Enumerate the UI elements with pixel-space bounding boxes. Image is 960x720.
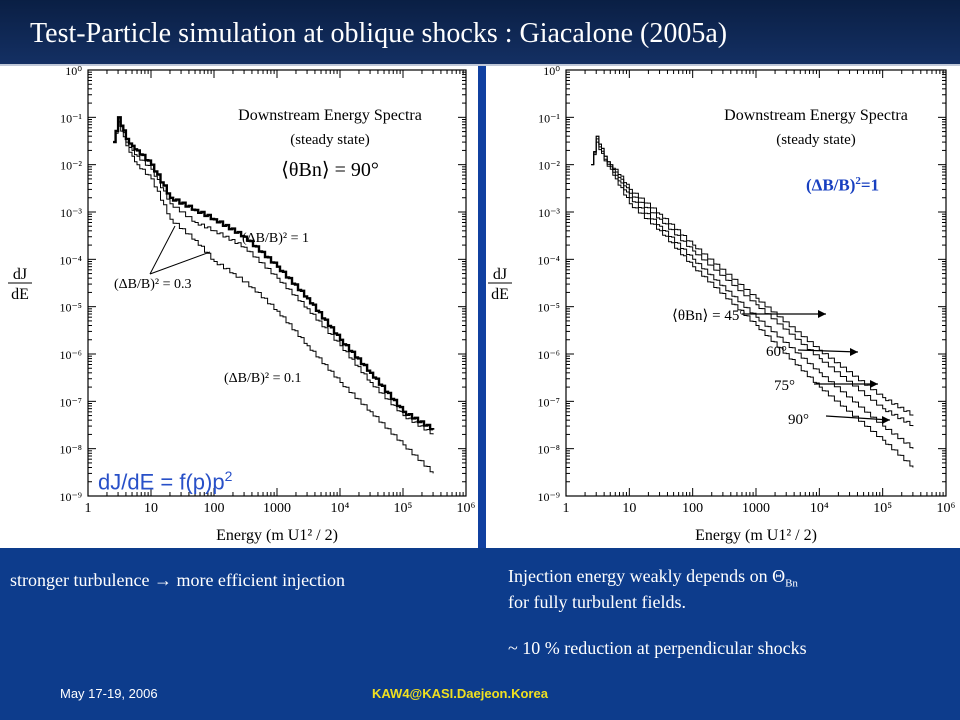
series-line xyxy=(591,135,914,427)
left-chart-panel: 1 10 100 1000 10⁴ 10⁵ 10⁶ 10⁰ 10⁻¹ 10⁻² 10⁻³ 10⁻⁴ 10… xyxy=(0,66,478,548)
annotation-theta75: 75° xyxy=(774,378,795,394)
y-axis-label-top: dJ xyxy=(493,266,507,283)
title-bar xyxy=(0,0,960,66)
plot-frame xyxy=(565,69,947,497)
y-axis-label-top: dJ xyxy=(13,266,27,283)
annotation-db1: (ΔB/B)² = 1 xyxy=(242,231,309,246)
annotation-theta45: ⟨θBn⟩ = 45° xyxy=(672,308,745,324)
x-tick-label: 10⁵ xyxy=(394,501,413,516)
x-tick-label: 1 xyxy=(563,501,570,516)
series-line xyxy=(113,116,435,431)
formula-main: dJ/dE = f(p)p xyxy=(98,469,225,495)
annotation-arrow xyxy=(797,349,859,353)
x-tick-label: 10⁴ xyxy=(331,501,350,516)
footer-conference: KAW4@KASI.Daejeon.Korea xyxy=(372,686,548,701)
x-tick-label: 10 xyxy=(144,501,158,516)
y-tick-label: 10⁻¹ xyxy=(538,111,560,125)
chart-subtitle: (steady state) xyxy=(776,132,856,148)
y-tick-label: 10⁻³ xyxy=(60,206,82,220)
x-tick-label: 10⁵ xyxy=(873,501,892,516)
formula-overlay: dJ/dE = f(p)p2 xyxy=(98,468,232,495)
y-tick-label: 10⁻⁴ xyxy=(537,253,560,267)
turbulence-note-main: (ΔB/B) xyxy=(806,175,856,195)
chart-title: Downstream Energy Spectra xyxy=(238,107,422,124)
y-tick-label: 10⁰ xyxy=(65,66,82,78)
y-tick-label: 10⁻² xyxy=(60,159,82,173)
right-caption-line-1: Injection energy weakly depends on ΘBn xyxy=(508,566,798,590)
arrow-head xyxy=(870,380,878,388)
arrow-head xyxy=(818,310,826,318)
y-tick-label: 10⁻¹ xyxy=(60,111,82,125)
x-tick-label: 10⁶ xyxy=(457,501,476,516)
footer-date: May 17-19, 2006 xyxy=(60,686,158,701)
chart-title: Downstream Energy Spectra xyxy=(724,107,908,124)
y-tick-label: 10⁻⁶ xyxy=(59,348,82,362)
y-tick-label: 10⁻⁵ xyxy=(537,301,560,315)
x-axis-label: Energy (m U1² / 2) xyxy=(216,527,338,544)
x-tick-label: 10⁶ xyxy=(937,501,956,516)
x-tick-label: 10⁴ xyxy=(810,501,829,516)
right-caption-text: Injection energy weakly depends on Θ xyxy=(508,566,786,586)
y-tick-label: 10⁻⁹ xyxy=(537,490,560,504)
turbulence-note-exponent: 2 xyxy=(855,175,861,187)
annotation-pointer xyxy=(149,225,176,275)
y-tick-label: 10⁻³ xyxy=(538,206,560,220)
title-divider xyxy=(0,64,960,66)
y-tick-label: 10⁻⁵ xyxy=(59,301,82,315)
y-tick-label: 10⁻⁸ xyxy=(59,443,82,457)
right-chart-panel: 1 10 100 1000 10⁴ 10⁵ 10⁶ 10⁰ 10⁻¹ 10⁻² 10⁻³ 10⁻⁴ 10… xyxy=(486,66,960,548)
x-tick-label: 1 xyxy=(85,501,92,516)
series-line xyxy=(113,121,434,474)
arrow-head xyxy=(850,348,858,356)
series-line xyxy=(591,141,914,468)
x-axis-label: Energy (m U1² / 2) xyxy=(695,527,817,544)
right-spectrum-chart: 1 10 100 1000 10⁴ 10⁵ 10⁶ 10⁰ 10⁻¹ 10⁻² 10⁻³ 10⁻⁴ 10… xyxy=(488,66,956,544)
y-tick-label: 10⁻² xyxy=(538,159,560,173)
y-axis-label-bottom: dE xyxy=(491,286,509,303)
series-line xyxy=(113,116,434,435)
right-caption-subscript: Bn xyxy=(785,577,798,590)
x-tick-label: 1000 xyxy=(263,501,291,516)
annotation-theta90: 90° xyxy=(788,412,809,428)
annotation-arrow xyxy=(825,415,891,421)
annotation-db03: (ΔB/B)² = 0.3 xyxy=(114,277,192,292)
y-axis-label-bottom: dE xyxy=(11,286,29,303)
annotation-pointer xyxy=(149,251,211,275)
y-tick-label: 10⁻⁶ xyxy=(537,348,560,362)
panel-divider xyxy=(478,66,486,548)
series-line xyxy=(591,138,914,449)
y-tick-label: 10⁻⁷ xyxy=(59,395,82,409)
left-caption: stronger turbulence → more efficient inj… xyxy=(10,570,346,590)
y-tick-label: 10⁻⁷ xyxy=(537,395,560,409)
slide-title: Test-Particle simulation at oblique shoc… xyxy=(30,18,728,49)
x-tick-label: 100 xyxy=(682,501,703,516)
y-tick-label: 10⁻⁹ xyxy=(59,490,82,504)
arrow-head xyxy=(882,416,890,424)
x-tick-label: 10 xyxy=(622,501,636,516)
formula-exponent: 2 xyxy=(224,468,233,484)
turbulence-note: (ΔB/B)2=1 xyxy=(806,175,879,196)
annotation-theta60: 60° xyxy=(766,344,787,360)
right-caption-line-3: ~ 10 % reduction at perpendicular shocks xyxy=(508,638,807,658)
y-tick-label: 10⁻⁴ xyxy=(59,253,82,267)
right-caption-line-2: for fully turbulent fields. xyxy=(508,592,686,612)
chart-subtitle: (steady state) xyxy=(290,132,370,148)
left-spectrum-chart: 1 10 100 1000 10⁴ 10⁵ 10⁶ 10⁰ 10⁻¹ 10⁻² 10⁻³ 10⁻⁴ 10… xyxy=(8,66,476,544)
y-tick-label: 10⁰ xyxy=(543,66,560,78)
series-line xyxy=(591,135,914,416)
theta-label: ⟨θBn⟩ = 90° xyxy=(281,159,379,181)
turbulence-note-tail: =1 xyxy=(860,175,880,195)
x-tick-label: 1000 xyxy=(742,501,770,516)
x-tick-label: 100 xyxy=(204,501,225,516)
annotation-db01: (ΔB/B)² = 0.1 xyxy=(224,371,302,386)
y-tick-label: 10⁻⁸ xyxy=(537,443,560,457)
